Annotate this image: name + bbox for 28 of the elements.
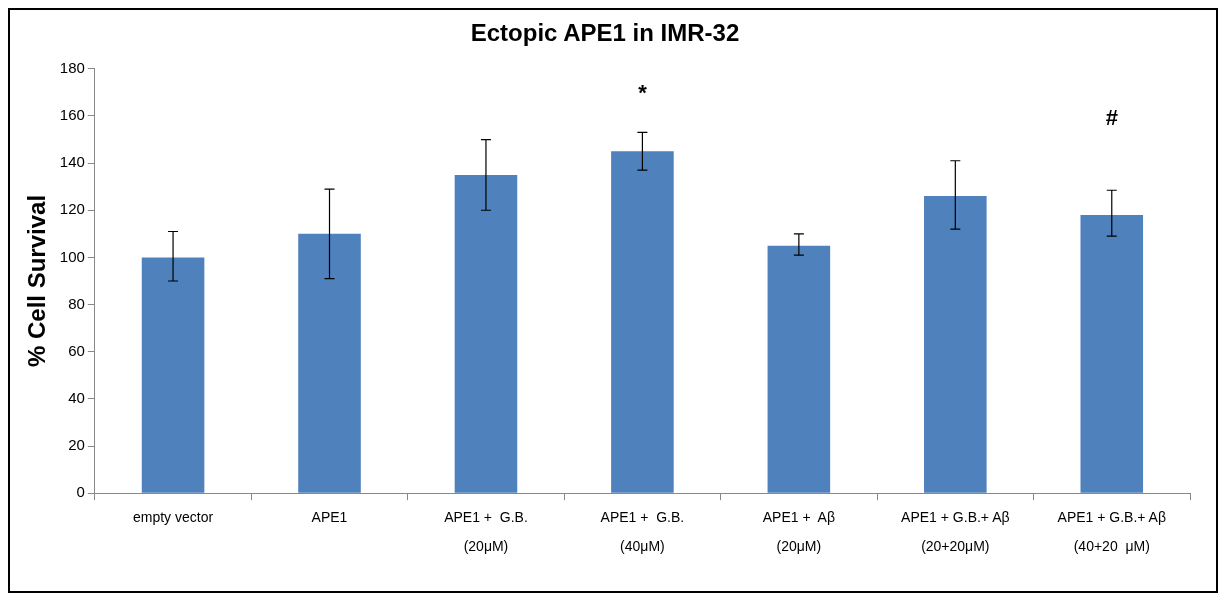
y-tick-label: 180 — [59, 58, 85, 76]
y-tick-label: 20 — [68, 436, 85, 454]
chart-title: Ectopic APE1 in IMR-32 — [470, 19, 740, 47]
y-tick-label: 60 — [68, 341, 85, 359]
bar — [141, 257, 205, 493]
y-tick-label: 160 — [59, 106, 85, 124]
x-tick-label: APE1 + Aβ (20μM) — [762, 508, 835, 555]
bar — [767, 245, 831, 493]
annotation: * — [638, 79, 648, 105]
y-tick-label: 100 — [59, 247, 85, 265]
bar — [924, 196, 987, 493]
bar — [298, 233, 361, 493]
y-tick-label: 40 — [68, 389, 85, 407]
annotation: # — [1105, 104, 1118, 130]
x-tick-label: APE1 — [311, 508, 348, 525]
y-tick-label: 120 — [59, 200, 85, 218]
bar — [1080, 214, 1144, 493]
x-tick-label: APE1 + G.B. (40μM) — [600, 508, 685, 555]
y-tick-label: 0 — [76, 483, 85, 501]
x-tick-label: APE1 + G.B. (20μM) — [444, 508, 528, 555]
y-tick-label: 140 — [59, 153, 85, 171]
y-tick-label: 80 — [68, 294, 85, 312]
y-axis-title: % Cell Survival — [23, 194, 51, 368]
bar — [611, 151, 674, 493]
x-tick-label: APE1 + G.B.+ Aβ (20+20μM) — [901, 508, 1010, 555]
x-tick-label: APE1 + G.B.+ Aβ (40+20 μM) — [1057, 508, 1166, 555]
x-tick-label: empty vector — [132, 508, 214, 525]
bar — [454, 174, 518, 493]
